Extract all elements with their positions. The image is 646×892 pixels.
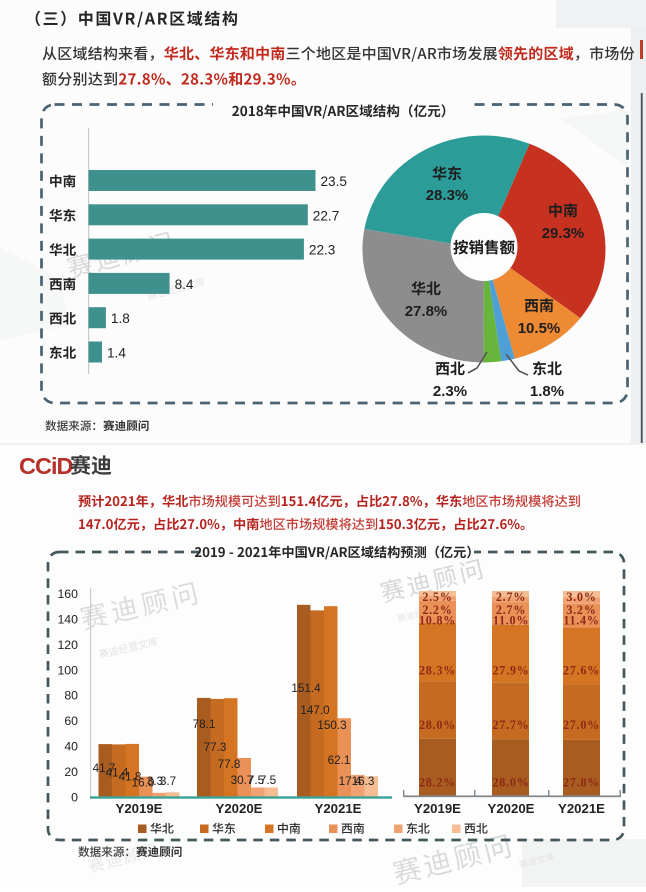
svg-text:41.7: 41.7 <box>93 762 116 775</box>
svg-text:40: 40 <box>64 740 78 754</box>
svg-text:27.9%: 27.9% <box>492 664 529 678</box>
svg-text:22.7: 22.7 <box>313 208 339 223</box>
svg-text:1.8%: 1.8% <box>530 383 564 400</box>
svg-text:77.3: 77.3 <box>204 741 227 754</box>
svg-text:7.5: 7.5 <box>248 774 265 787</box>
svg-text:28.3%: 28.3% <box>419 664 456 678</box>
svg-text:23.5: 23.5 <box>321 174 347 189</box>
svg-text:77.8: 77.8 <box>218 758 241 771</box>
svg-text:150.3: 150.3 <box>317 719 346 732</box>
svg-text:80: 80 <box>64 689 78 703</box>
svg-text:3.7: 3.7 <box>160 775 176 788</box>
svg-text:27.8%: 27.8% <box>405 303 448 320</box>
svg-text:2.3%: 2.3% <box>433 383 467 400</box>
svg-text:27.6%: 27.6% <box>563 664 600 678</box>
svg-text:1.4: 1.4 <box>107 346 126 361</box>
svg-text:60: 60 <box>64 714 78 728</box>
svg-text:160: 160 <box>57 587 78 601</box>
svg-text:CCiD: CCiD <box>19 453 72 479</box>
svg-text:28.0%: 28.0% <box>419 718 456 732</box>
svg-text:140: 140 <box>57 613 78 627</box>
svg-text:Y2021E: Y2021E <box>315 801 362 816</box>
svg-text:2.7%: 2.7% <box>496 603 526 617</box>
svg-text:1.8: 1.8 <box>111 311 130 326</box>
svg-text:120: 120 <box>57 638 78 652</box>
svg-text:17.4: 17.4 <box>339 775 362 788</box>
svg-text:16.3: 16.3 <box>352 775 375 788</box>
svg-text:62.1: 62.1 <box>328 754 351 767</box>
svg-text:3.0%: 3.0% <box>566 590 596 604</box>
svg-text:28.3%: 28.3% <box>426 187 469 204</box>
svg-text:7.5: 7.5 <box>260 774 277 787</box>
svg-text:147.0: 147.0 <box>300 704 330 717</box>
svg-text:2.7%: 2.7% <box>496 590 526 604</box>
svg-text:Y2020E: Y2020E <box>216 801 263 816</box>
svg-text:11.0%: 11.0% <box>493 614 529 628</box>
svg-text:3.3: 3.3 <box>147 775 163 788</box>
svg-text:11.4%: 11.4% <box>563 614 599 628</box>
svg-text:100: 100 <box>57 663 78 677</box>
svg-text:151.4: 151.4 <box>291 682 321 695</box>
svg-text:16.0: 16.0 <box>132 777 155 790</box>
svg-text:3.2%: 3.2% <box>566 603 596 617</box>
svg-text:27.7%: 27.7% <box>492 718 529 732</box>
svg-text:41.4: 41.4 <box>106 767 129 780</box>
svg-text:8.4: 8.4 <box>175 277 194 292</box>
svg-text:20: 20 <box>64 765 78 779</box>
svg-text:78.1: 78.1 <box>193 718 216 731</box>
svg-text:29.3%: 29.3% <box>542 225 585 242</box>
svg-text:27.0%: 27.0% <box>563 718 600 732</box>
svg-text:41.8: 41.8 <box>119 771 142 784</box>
svg-text:10.5%: 10.5% <box>518 320 561 337</box>
svg-text:22.3: 22.3 <box>309 243 335 258</box>
svg-text:27.8%: 27.8% <box>563 776 600 790</box>
svg-text:2.5%: 2.5% <box>422 590 452 604</box>
svg-text:Y2019E: Y2019E <box>116 801 163 816</box>
svg-text:28.0%: 28.0% <box>492 776 529 790</box>
svg-text:Y2021E: Y2021E <box>558 801 605 816</box>
svg-text:Y2020E: Y2020E <box>488 801 535 816</box>
svg-text:10.8%: 10.8% <box>419 614 456 628</box>
svg-text:Y2019E: Y2019E <box>414 801 461 816</box>
svg-text:28.2%: 28.2% <box>419 776 456 790</box>
svg-text:2.2%: 2.2% <box>422 603 452 617</box>
svg-text:30.7: 30.7 <box>231 774 254 787</box>
svg-text:0: 0 <box>71 790 78 804</box>
